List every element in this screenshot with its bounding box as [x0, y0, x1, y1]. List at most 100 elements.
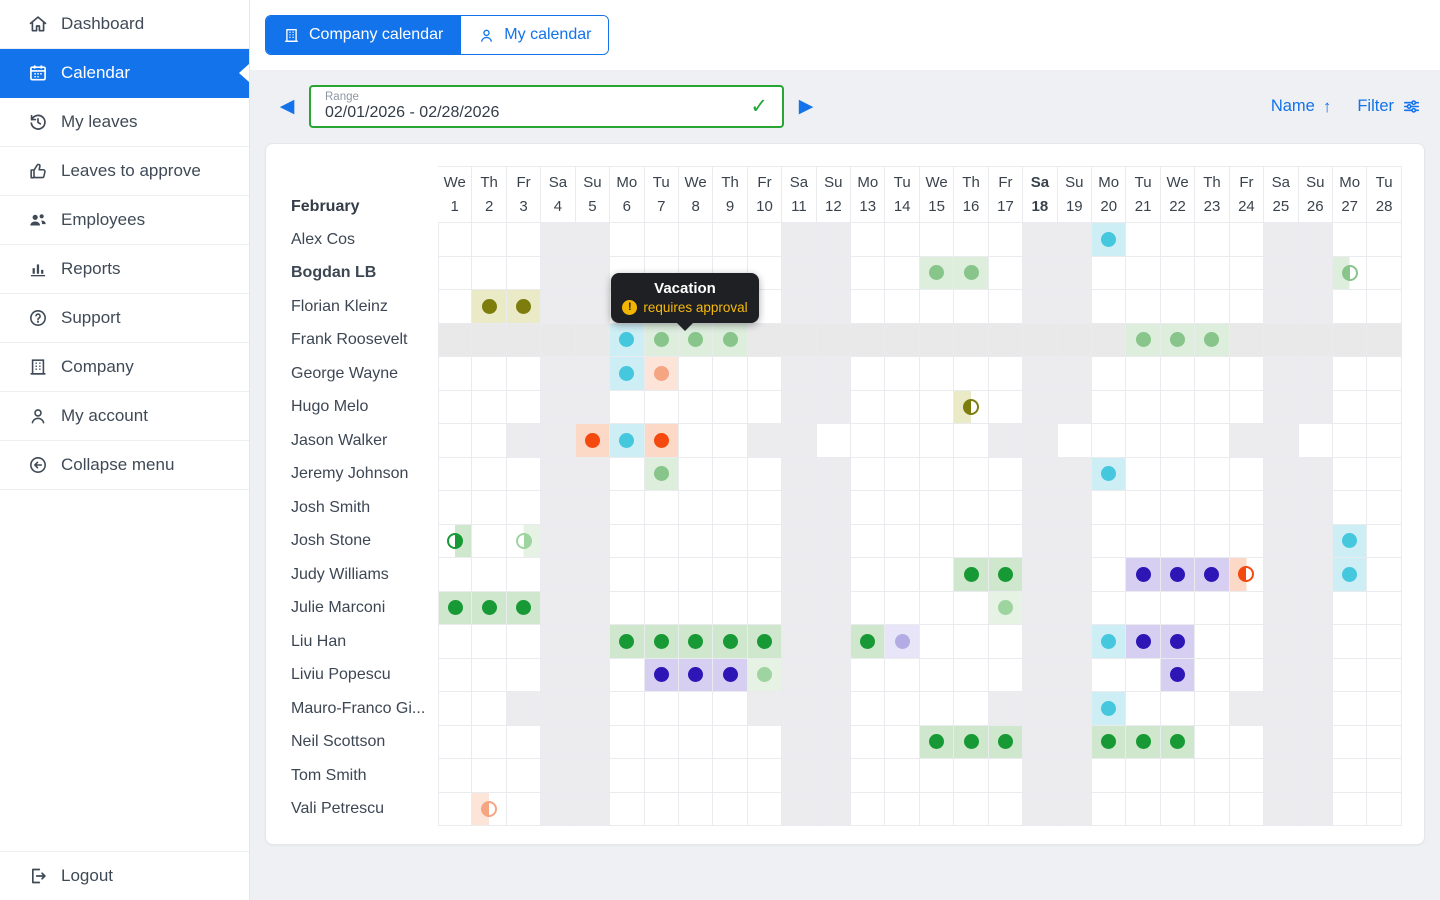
- day-cell[interactable]: [885, 792, 920, 826]
- day-cell[interactable]: [1126, 692, 1161, 726]
- day-cell[interactable]: [506, 625, 542, 659]
- day-cell[interactable]: [816, 323, 852, 357]
- day-cell[interactable]: [1229, 692, 1265, 726]
- day-cell[interactable]: [678, 524, 714, 558]
- day-cell[interactable]: [472, 290, 507, 324]
- day-cell[interactable]: [575, 692, 611, 726]
- day-cell[interactable]: [541, 658, 576, 692]
- day-cell[interactable]: [506, 223, 542, 257]
- day-cell[interactable]: [747, 658, 783, 692]
- day-cell[interactable]: [541, 792, 576, 826]
- day-cell[interactable]: [1229, 792, 1265, 826]
- day-cell[interactable]: [1298, 524, 1333, 558]
- day-cell[interactable]: [678, 692, 714, 726]
- day-cell[interactable]: [782, 256, 817, 290]
- day-cell[interactable]: [1126, 658, 1161, 692]
- day-cell[interactable]: [1195, 223, 1230, 257]
- day-cell[interactable]: [438, 491, 473, 525]
- day-cell[interactable]: [472, 759, 507, 793]
- day-cell[interactable]: [1092, 491, 1127, 525]
- day-cell[interactable]: [1298, 491, 1333, 525]
- day-cell[interactable]: [1332, 256, 1368, 290]
- day-cell[interactable]: [816, 524, 852, 558]
- day-cell[interactable]: [1229, 357, 1265, 391]
- day-cell[interactable]: [1264, 256, 1299, 290]
- day-cell[interactable]: [988, 457, 1024, 491]
- day-cell[interactable]: [1023, 759, 1058, 793]
- day-cell[interactable]: [954, 759, 989, 793]
- day-cell[interactable]: [1195, 390, 1230, 424]
- day-cell[interactable]: [506, 457, 542, 491]
- day-cell[interactable]: [1195, 591, 1230, 625]
- day-cell[interactable]: [851, 692, 886, 726]
- day-cell[interactable]: [1092, 591, 1127, 625]
- day-cell[interactable]: [438, 524, 473, 558]
- day-cell[interactable]: [816, 491, 852, 525]
- day-cell[interactable]: [885, 658, 920, 692]
- day-cell[interactable]: [954, 558, 989, 592]
- day-cell[interactable]: [1126, 625, 1161, 659]
- day-cell[interactable]: [1367, 658, 1402, 692]
- day-cell[interactable]: [988, 223, 1024, 257]
- day-cell[interactable]: [438, 558, 473, 592]
- day-cell[interactable]: [678, 625, 714, 659]
- day-cell[interactable]: [1160, 390, 1196, 424]
- day-cell[interactable]: [919, 792, 955, 826]
- day-cell[interactable]: [747, 558, 783, 592]
- day-cell[interactable]: [506, 692, 542, 726]
- day-cell[interactable]: [782, 524, 817, 558]
- day-cell[interactable]: [1023, 658, 1058, 692]
- day-cell[interactable]: [1126, 591, 1161, 625]
- day-cell[interactable]: [1229, 457, 1265, 491]
- day-cell[interactable]: [506, 390, 542, 424]
- day-cell[interactable]: [1367, 457, 1402, 491]
- day-cell[interactable]: [885, 491, 920, 525]
- day-cell[interactable]: [541, 357, 576, 391]
- day-cell[interactable]: [713, 759, 748, 793]
- day-cell[interactable]: [988, 424, 1024, 458]
- day-cell[interactable]: [1332, 390, 1368, 424]
- day-cell[interactable]: [1092, 759, 1127, 793]
- day-cell[interactable]: [713, 323, 748, 357]
- day-cell[interactable]: [541, 692, 576, 726]
- range-picker[interactable]: Range 02/01/2026 - 02/28/2026 ✓: [309, 85, 784, 128]
- sidebar-item-employees[interactable]: Employees: [0, 196, 249, 245]
- day-cell[interactable]: [1298, 256, 1333, 290]
- day-cell[interactable]: [1023, 323, 1058, 357]
- day-cell[interactable]: [988, 290, 1024, 324]
- day-cell[interactable]: [575, 725, 611, 759]
- day-cell[interactable]: [1229, 625, 1265, 659]
- day-cell[interactable]: [988, 323, 1024, 357]
- day-cell[interactable]: [438, 223, 473, 257]
- day-cell[interactable]: [1023, 524, 1058, 558]
- day-cell[interactable]: [678, 457, 714, 491]
- day-cell[interactable]: [919, 457, 955, 491]
- day-cell[interactable]: [1195, 692, 1230, 726]
- day-cell[interactable]: [919, 290, 955, 324]
- day-cell[interactable]: [1057, 323, 1093, 357]
- day-cell[interactable]: [1092, 223, 1127, 257]
- day-cell[interactable]: [782, 223, 817, 257]
- day-cell[interactable]: [610, 558, 645, 592]
- day-cell[interactable]: [678, 357, 714, 391]
- day-cell[interactable]: [782, 357, 817, 391]
- day-cell[interactable]: [1092, 524, 1127, 558]
- day-cell[interactable]: [919, 625, 955, 659]
- day-cell[interactable]: [644, 625, 679, 659]
- day-cell[interactable]: [438, 256, 473, 290]
- day-cell[interactable]: [919, 658, 955, 692]
- day-cell[interactable]: [1332, 692, 1368, 726]
- day-cell[interactable]: [1160, 558, 1196, 592]
- day-cell[interactable]: [506, 323, 542, 357]
- day-cell[interactable]: [644, 759, 679, 793]
- day-cell[interactable]: [472, 491, 507, 525]
- day-cell[interactable]: [1160, 692, 1196, 726]
- day-cell[interactable]: [541, 759, 576, 793]
- day-cell[interactable]: [575, 457, 611, 491]
- day-cell[interactable]: [919, 524, 955, 558]
- day-cell[interactable]: [954, 256, 989, 290]
- day-cell[interactable]: [1195, 558, 1230, 592]
- day-cell[interactable]: [438, 725, 473, 759]
- day-cell[interactable]: [1229, 290, 1265, 324]
- day-cell[interactable]: [885, 357, 920, 391]
